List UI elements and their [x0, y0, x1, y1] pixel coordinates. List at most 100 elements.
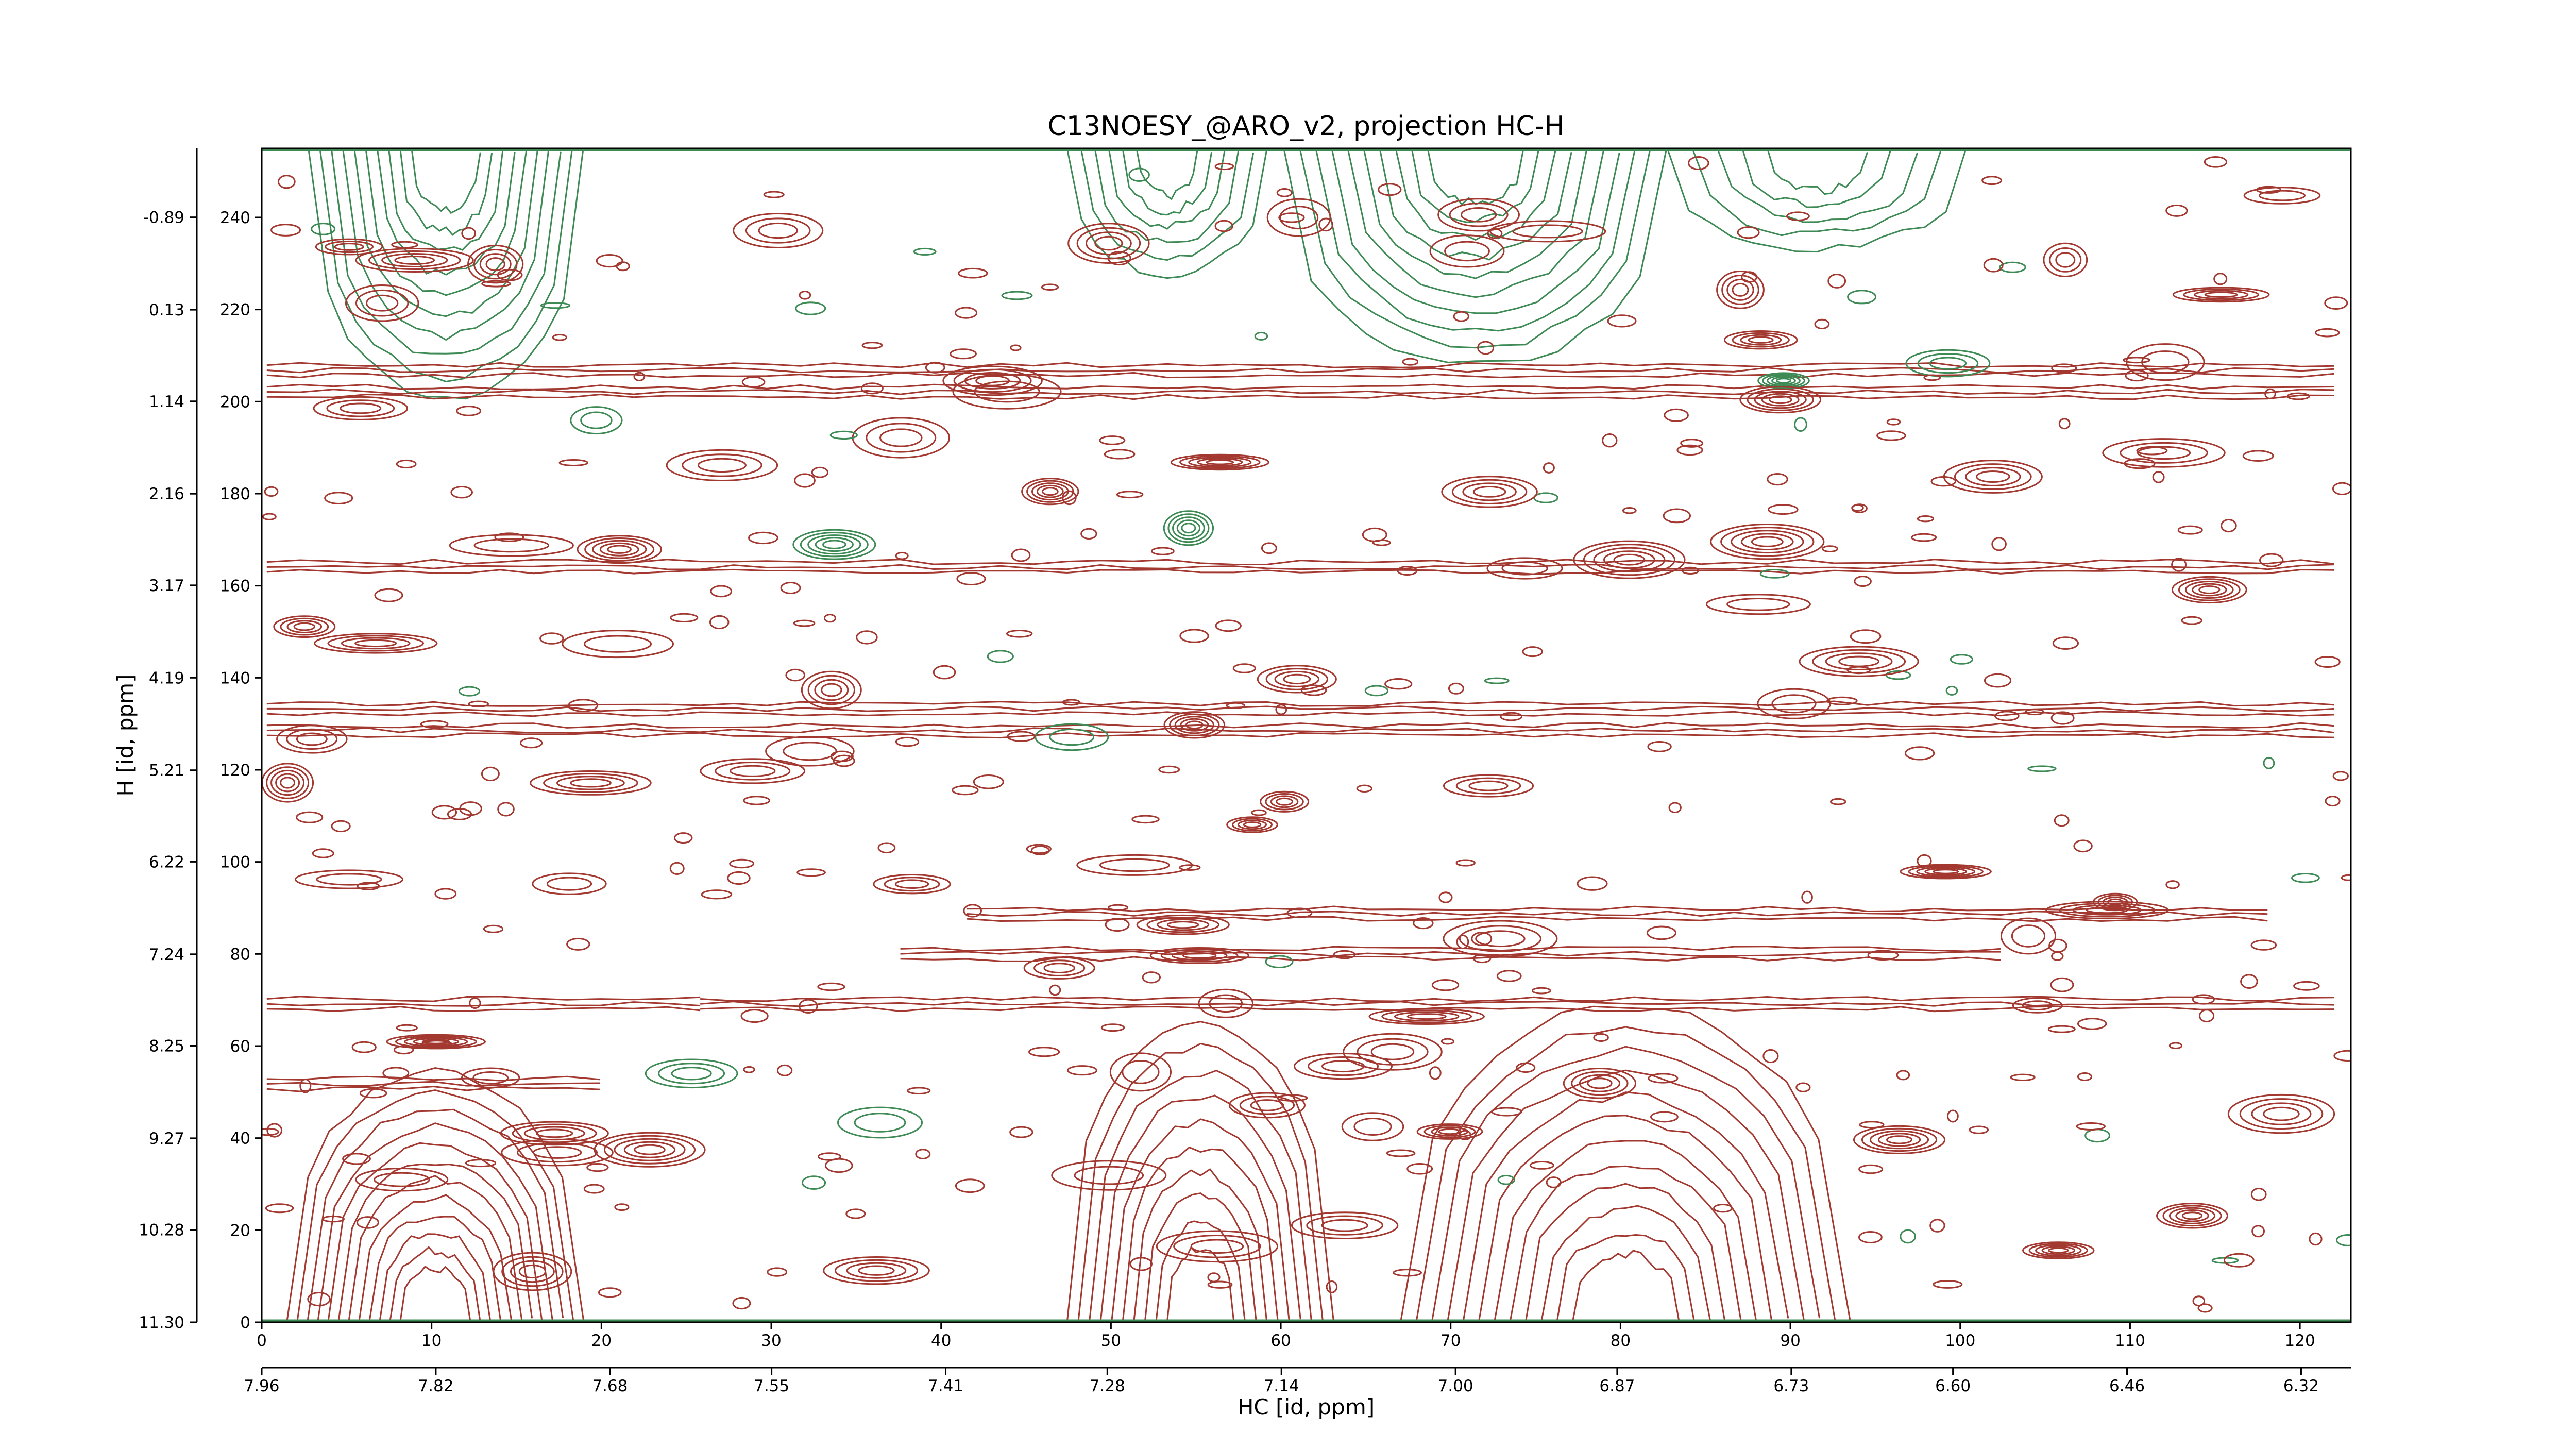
contour: [858, 1265, 895, 1276]
y-tick-label: 20: [230, 1221, 250, 1240]
contour: [1207, 1280, 1233, 1289]
contour: [264, 486, 279, 497]
contour: [1663, 508, 1691, 524]
contour: [1188, 457, 1252, 468]
contour: [546, 877, 592, 891]
y-tick-label: 0: [240, 1313, 250, 1332]
contour: [2242, 450, 2274, 462]
contour: [2315, 328, 2340, 338]
contour: [1214, 162, 1234, 171]
contour: [518, 1264, 547, 1279]
contour: [1543, 462, 1555, 474]
contour: [814, 679, 849, 701]
contour: [1122, 1060, 1160, 1084]
contour: [733, 213, 824, 248]
contour: [2027, 765, 2057, 772]
contour: [1486, 557, 1563, 580]
contour: [1924, 867, 1968, 876]
contour: [715, 762, 791, 781]
contour: [1163, 510, 1214, 546]
contour: [1726, 278, 1754, 301]
y2-tick-label: 8.25: [149, 1037, 184, 1055]
contour: [1933, 1280, 1963, 1289]
contour: [1197, 458, 1243, 467]
contour: [1438, 891, 1453, 903]
contour: [1455, 777, 1521, 795]
contour: [1858, 1164, 1884, 1174]
contour: [1300, 684, 1327, 696]
contour: [2073, 839, 2093, 853]
contour: [1270, 795, 1299, 808]
contour: [1283, 673, 1311, 685]
contour: [877, 842, 896, 854]
contour: [532, 1146, 582, 1159]
contour: [1571, 1071, 1629, 1096]
contour: [294, 869, 404, 889]
contour: [461, 227, 477, 240]
contour: [1109, 1052, 1172, 1092]
contour: [1459, 925, 1541, 952]
contour: [1157, 919, 1210, 931]
contour: [1501, 561, 1548, 576]
contour: [1497, 1175, 1515, 1185]
contour: [2072, 904, 2142, 916]
contour: [296, 1089, 574, 1322]
contour: [1976, 470, 2010, 483]
contour: [351, 1041, 377, 1053]
contour: [2058, 418, 2071, 430]
contour: [331, 820, 351, 833]
x-tick-label: 110: [2115, 1332, 2145, 1350]
contour: [459, 801, 482, 816]
y2-tick-label: 10.28: [139, 1221, 184, 1240]
contour: [1128, 167, 1150, 182]
contour: [1571, 1250, 1680, 1322]
contour: [1239, 1096, 1295, 1115]
contour: [1006, 630, 1033, 638]
contour: [1286, 907, 1313, 919]
contour: [1540, 1205, 1711, 1322]
contour: [1028, 1047, 1060, 1057]
x-axis-label: HC [id, ppm]: [1238, 1394, 1375, 1420]
y-tick-label: 140: [220, 669, 250, 687]
contour: [2050, 977, 2074, 992]
contour: [1279, 206, 1319, 230]
contour: [2324, 296, 2348, 310]
contour: [1991, 537, 2007, 551]
contour: [501, 1256, 564, 1287]
contour: [837, 1106, 923, 1139]
contour: [552, 334, 568, 341]
contour: [1850, 629, 1882, 644]
contour: [2181, 1211, 2203, 1220]
x-tick-label: 0: [257, 1332, 267, 1350]
contour: [1769, 395, 1792, 405]
contour: [730, 765, 776, 777]
contour: [2259, 190, 2306, 201]
contour: [1180, 718, 1209, 732]
contour: [2086, 906, 2128, 914]
contour: [2054, 814, 2070, 827]
contour: [1754, 391, 1807, 409]
contour: [1179, 629, 1209, 643]
contour: [1491, 1107, 1522, 1117]
x-tick-label: 50: [1101, 1332, 1121, 1350]
contour: [2175, 1209, 2209, 1222]
contour: [584, 537, 655, 562]
contour: [1226, 702, 1245, 709]
contour: [497, 802, 515, 817]
contour: [316, 873, 382, 886]
contour: [2240, 974, 2258, 989]
contour: [1441, 476, 1538, 508]
contour: [846, 1262, 907, 1279]
contour: [472, 1071, 509, 1085]
contour: [682, 453, 762, 477]
contour: [697, 458, 747, 473]
contour: [1664, 408, 1689, 422]
contour: [340, 402, 382, 414]
contour: [974, 380, 1040, 403]
contour: [1916, 866, 1975, 877]
contour: [382, 1067, 410, 1080]
contour: [1026, 480, 1074, 503]
contour: [2199, 1009, 2215, 1023]
contour: [313, 396, 409, 420]
contour: [958, 267, 988, 279]
